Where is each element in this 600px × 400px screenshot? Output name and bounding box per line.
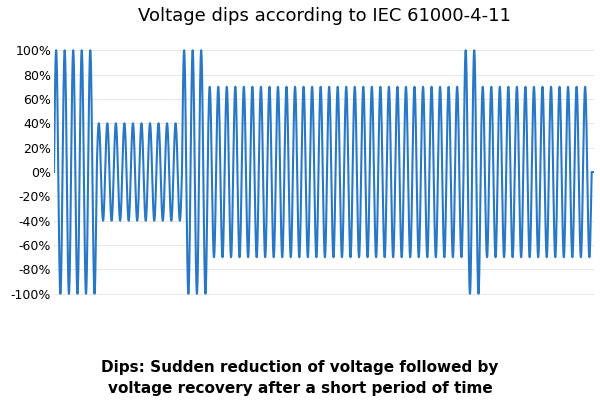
Title: Voltage dips according to IEC 61000-4-11: Voltage dips according to IEC 61000-4-11 (137, 7, 511, 25)
Text: Dips: Sudden reduction of voltage followed by
voltage recovery after a short per: Dips: Sudden reduction of voltage follow… (101, 360, 499, 396)
